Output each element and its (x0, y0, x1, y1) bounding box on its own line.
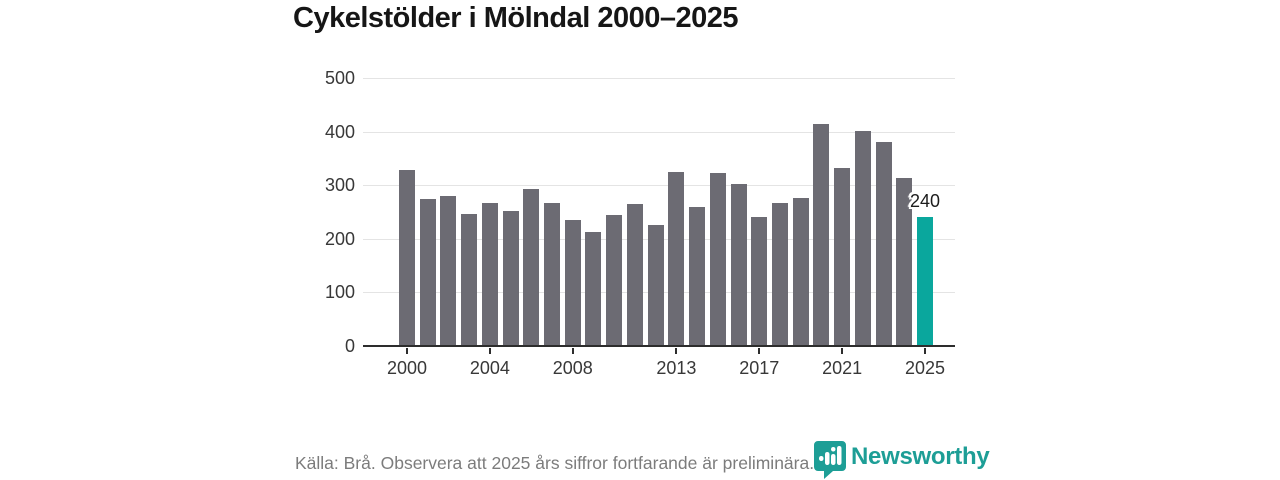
bar-2008 (564, 220, 581, 346)
bar-2017 (751, 217, 768, 346)
bar-2012 (647, 224, 664, 346)
bar-2000 (399, 170, 415, 346)
gridline (363, 78, 955, 79)
x-tick (488, 348, 491, 354)
y-tick-label: 400 (324, 121, 355, 142)
gridline (363, 131, 955, 133)
bar-2011 (626, 203, 643, 346)
x-axis-line (363, 345, 955, 347)
bar-2007 (544, 203, 561, 346)
highlight-value-label: 240 (909, 191, 940, 212)
x-tick-label: 2004 (469, 358, 510, 378)
bar-2010 (606, 215, 623, 346)
x-tick (406, 348, 408, 354)
bar-2013 (668, 171, 685, 346)
y-tick-label: 300 (324, 175, 355, 196)
x-tick (841, 348, 844, 354)
x-tick-label: 2017 (739, 358, 780, 378)
bar-2022 (854, 131, 871, 346)
bar-2019 (792, 198, 809, 346)
x-tick-label: 2025 (904, 358, 946, 378)
bar-2020 (813, 123, 830, 346)
bar-2004 (481, 203, 498, 346)
bar-2018 (771, 203, 788, 346)
bar-2025 (917, 217, 933, 346)
x-tick (924, 348, 926, 354)
x-tick (675, 348, 678, 354)
brand-logo: Newsworthy (813, 440, 990, 480)
y-tick-label: 500 (324, 68, 355, 88)
bar-2023 (875, 142, 892, 346)
bar-2021 (834, 167, 851, 346)
x-tick-label: 2021 (822, 358, 863, 378)
x-tick-label: 2008 (552, 358, 593, 378)
source-note: Källa: Brå. Observera att 2025 års siffr… (295, 453, 815, 473)
y-tick-label: 200 (324, 228, 355, 249)
bar-2015 (709, 173, 726, 346)
bar-2001 (419, 199, 436, 346)
newsworthy-barchart-icon (813, 440, 847, 480)
y-tick-label: 0 (344, 336, 355, 356)
x-tick-label: 2013 (656, 358, 697, 378)
bar-2009 (585, 232, 602, 346)
bar-2002 (440, 195, 457, 346)
bar-2024 (896, 178, 913, 346)
bar-2016 (730, 184, 747, 346)
x-tick (571, 348, 574, 354)
bar-2005 (502, 210, 519, 346)
bar-2006 (523, 188, 540, 346)
bar-2014 (689, 207, 706, 346)
plot-area: 0 100 200 300 400 500 2000 2004 2008 2013 2017 2021… (325, 69, 955, 378)
x-tick (758, 348, 761, 354)
y-tick-label: 100 (324, 282, 355, 303)
chart-title: Cykelstölder i Mölndal 2000–2025 (293, 2, 739, 34)
brand-name: Newsworthy (851, 443, 990, 470)
bar-2003 (461, 213, 478, 346)
x-tick-label: 2000 (386, 358, 428, 378)
gridline (363, 185, 955, 187)
